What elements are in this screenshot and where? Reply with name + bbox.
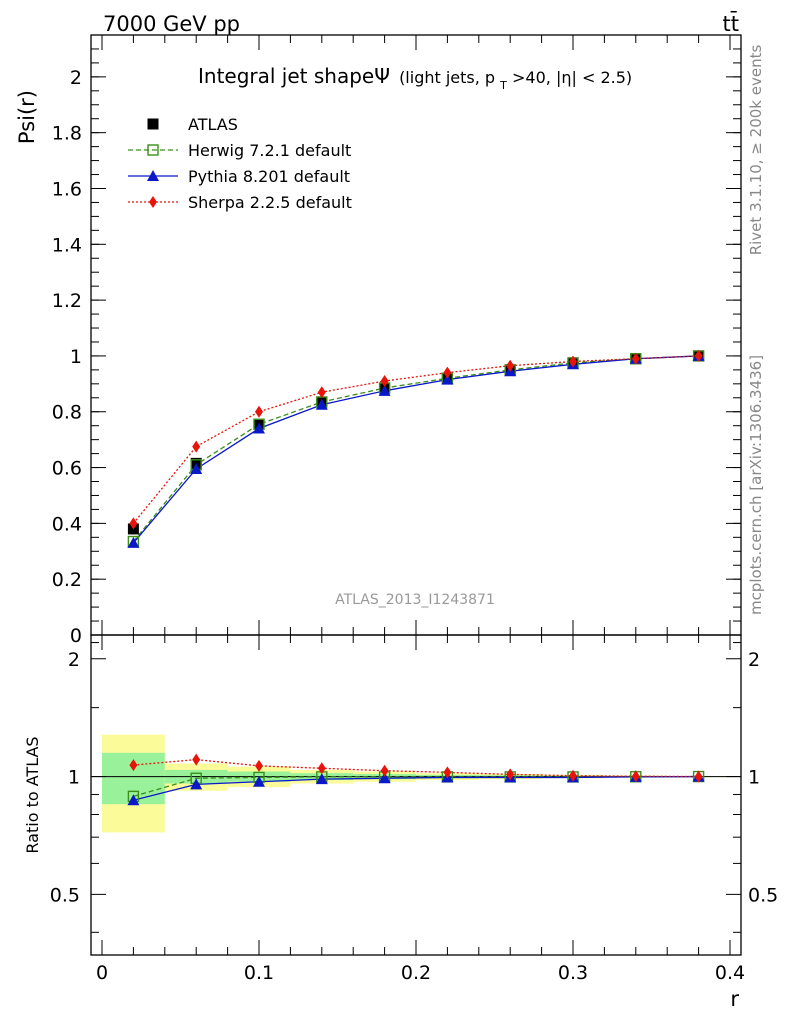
chart-title-main: Integral jet shapeΨ xyxy=(198,64,390,88)
legend-marker-data xyxy=(147,118,159,130)
ratio-point-sherpa xyxy=(569,769,577,782)
chart-title-sub-sub: T xyxy=(499,79,507,92)
ratio-y-ticks: 0.5 0.5 1 1 2 2 xyxy=(50,642,778,933)
y-tick-label: 1.8 xyxy=(52,123,82,145)
ratio-line-pythia xyxy=(133,775,699,801)
ratio-tick-label-right: 0.5 xyxy=(748,884,778,906)
x-tick-label: 0.3 xyxy=(558,962,588,984)
point-sherpa xyxy=(255,405,263,418)
legend-marker-pythia xyxy=(147,170,159,181)
point-sherpa xyxy=(129,517,138,530)
header-energy: 7000 GeV pp xyxy=(103,12,240,36)
ratio-point-pythia xyxy=(190,778,203,790)
legend-marker-sherpa xyxy=(149,196,157,208)
legend-entry-sherpa: Sherpa 2.2.5 default xyxy=(128,193,352,212)
y-tick-label: 0.8 xyxy=(52,402,82,424)
ratio-point-sherpa xyxy=(443,766,452,779)
series-line-pythia xyxy=(132,355,699,544)
ratio-point-pythia xyxy=(378,772,391,784)
ratio-series xyxy=(127,753,705,806)
watermark: ATLAS_2013_I1243871 xyxy=(335,592,495,608)
y-tick-label: 1 xyxy=(70,346,82,368)
ratio-point-sherpa xyxy=(129,759,138,772)
legend: ATLAS Herwig 7.2.1 default Pythia 8.201 de… xyxy=(128,115,352,212)
x-tick-label: 0.1 xyxy=(244,962,274,984)
point-pythia xyxy=(441,373,454,385)
ratio-point-sherpa xyxy=(506,768,515,781)
ratio-tick-label-right: 1 xyxy=(748,767,760,789)
x-axis: 0 0.1 0.2 0.3 0.4 xyxy=(96,35,745,984)
legend-entry-herwig: Herwig 7.2.1 default xyxy=(128,141,351,160)
ratio-point-sherpa xyxy=(192,753,201,766)
ratio-point-sherpa xyxy=(694,770,703,783)
ratio-point-pythia xyxy=(253,775,265,787)
legend-label: Sherpa 2.2.5 default xyxy=(188,193,352,212)
ratio-point-pythia xyxy=(315,773,328,785)
chart-title-sub-b: >40, |η| < 2.5) xyxy=(512,68,632,87)
ratio-tick-label: 1 xyxy=(68,767,80,789)
legend-marker-herwig xyxy=(147,144,159,156)
x-tick-label: 0.4 xyxy=(715,962,745,984)
ratio-tick-label: 2 xyxy=(68,649,80,671)
y-axis-label: Psi(r) xyxy=(15,90,39,144)
ratio-tick-label-right: 2 xyxy=(748,649,760,671)
ratio-frame xyxy=(90,634,742,956)
legend-label: ATLAS xyxy=(188,115,238,134)
y-tick-label: 0.4 xyxy=(52,513,82,535)
ratio-y-axis-label: Ratio to ATLAS xyxy=(23,736,42,853)
ratio-point-pythia xyxy=(127,794,140,806)
series-line-herwig xyxy=(132,355,699,542)
ratio-point-sherpa xyxy=(631,770,640,783)
ratio-panel: 0.5 0.5 1 1 2 2 Ratio to ATLAS xyxy=(23,634,778,956)
ratio-point-sherpa xyxy=(255,759,263,772)
chart-title-sub-a: (light jets, p xyxy=(399,68,495,87)
y-tick-label: 1.4 xyxy=(52,234,82,256)
y-tick-label: 0.2 xyxy=(52,569,82,591)
point-sherpa xyxy=(380,375,389,388)
header-process: tt̄ xyxy=(723,11,739,36)
point-sherpa xyxy=(506,359,515,372)
point-sherpa xyxy=(631,352,640,365)
legend-label: Pythia 8.201 default xyxy=(188,167,350,186)
point-sherpa xyxy=(694,349,703,362)
point-pythia xyxy=(378,384,391,396)
y-tick-label: 1.2 xyxy=(52,290,82,312)
y-tick-label: 0.6 xyxy=(52,458,82,480)
main-panel: 0 0.2 0.4 0.6 0.8 1 1.2 1.4 1.6 1.8 2 Psi(r) ATLAS… xyxy=(15,34,742,647)
point-pythia xyxy=(315,398,328,410)
point-sherpa xyxy=(192,440,201,453)
legend-entry-data: ATLAS xyxy=(147,115,238,134)
point-sherpa xyxy=(317,386,326,399)
ratio-tick-label: 0.5 xyxy=(50,884,80,906)
chart-title: Integral jet shapeΨ (light jets, p T >40… xyxy=(198,64,632,93)
x-axis-label: r xyxy=(730,987,739,1011)
point-sherpa xyxy=(443,366,452,379)
point-sherpa xyxy=(569,355,577,368)
point-pythia xyxy=(190,462,203,474)
series-line-sherpa xyxy=(132,355,699,524)
main-y-ticks: 0 0.2 0.4 0.6 0.8 1 1.2 1.4 1.6 1.8 2 xyxy=(52,48,741,647)
y-tick-label: 1.6 xyxy=(52,178,82,200)
ratio-point-sherpa xyxy=(317,762,326,775)
point-pythia xyxy=(127,536,140,548)
main-series xyxy=(127,349,705,548)
rivet-label: Rivet 3.1.10, ≥ 200k events xyxy=(747,45,765,256)
ratio-point-sherpa xyxy=(380,764,389,777)
legend-entry-pythia: Pythia 8.201 default xyxy=(128,167,350,186)
mcplots-label: mcplots.cern.ch [arXiv:1306.3436] xyxy=(747,355,765,615)
legend-label: Herwig 7.2.1 default xyxy=(188,141,351,160)
y-tick-label: 2 xyxy=(70,67,82,89)
point-pythia xyxy=(253,422,265,434)
y-tick-label: 0 xyxy=(70,625,82,647)
x-tick-label: 0.2 xyxy=(401,962,431,984)
x-tick-label: 0 xyxy=(96,962,108,984)
